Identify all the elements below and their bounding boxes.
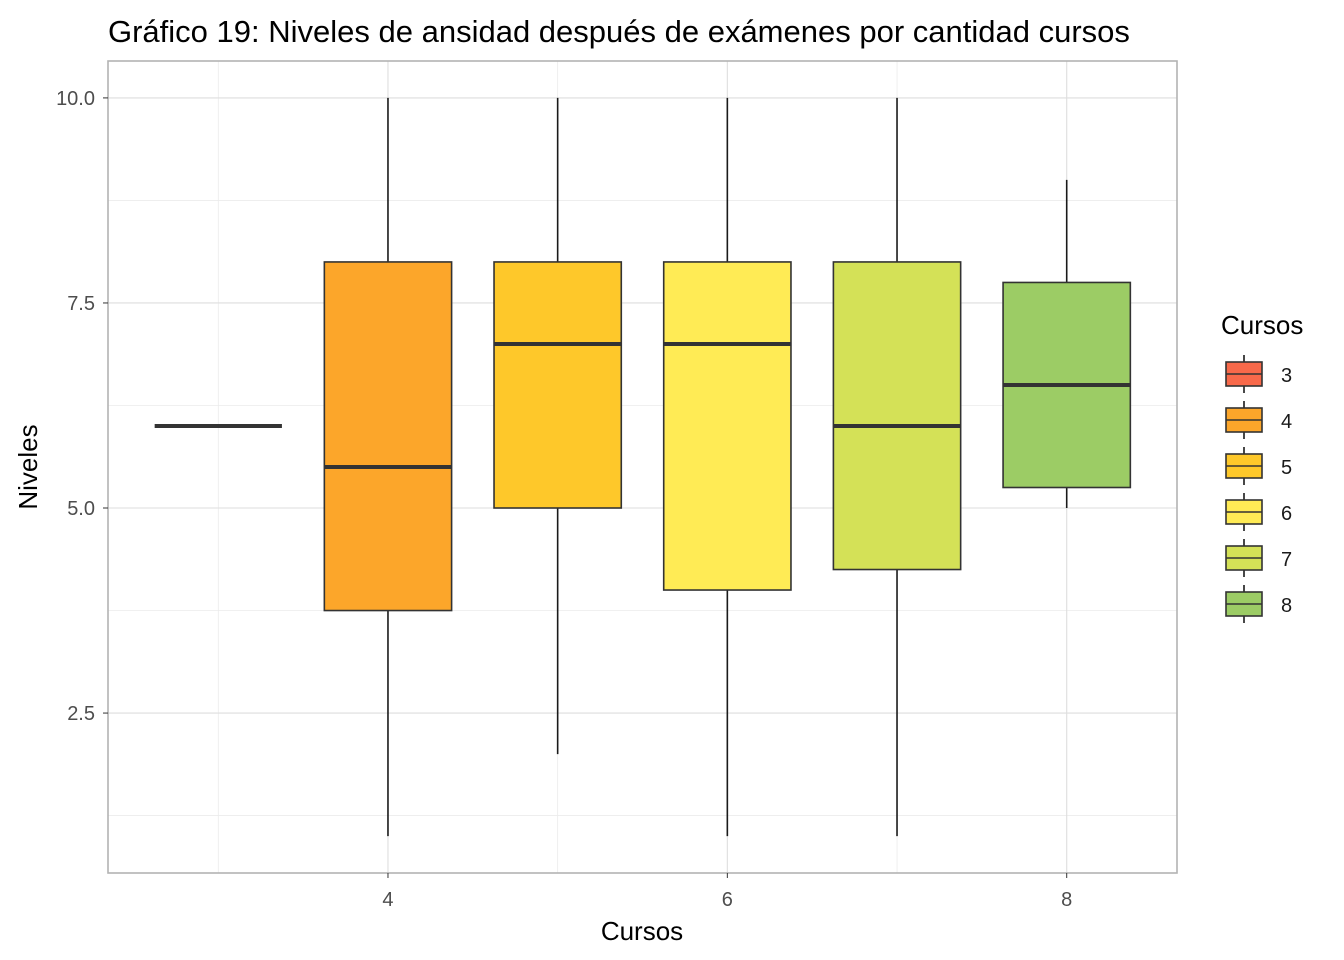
y-tick-label: 10.0 — [56, 88, 95, 110]
x-tick-label: 4 — [382, 889, 393, 911]
legend-label: 6 — [1281, 503, 1292, 525]
legend-item-7: 7 — [1225, 539, 1292, 577]
legend-label: 5 — [1281, 457, 1292, 479]
y-tick-label: 7.5 — [67, 293, 95, 315]
legend-item-6: 6 — [1225, 493, 1292, 531]
box-6 — [662, 97, 792, 837]
legend-label: 8 — [1281, 595, 1292, 617]
box-iqr — [323, 261, 453, 612]
x-tick-label: 8 — [1061, 889, 1072, 911]
legend-label: 3 — [1281, 365, 1292, 387]
legend-title: Cursos — [1221, 310, 1303, 340]
x-axis-title: Cursos — [601, 916, 683, 946]
chart-title: Gráfico 19: Niveles de ansidad después d… — [108, 14, 1130, 49]
y-tick-label: 2.5 — [67, 703, 95, 725]
y-axis-ticks: 2.5 5.0 7.5 10.0 — [56, 88, 108, 725]
box-8 — [1002, 179, 1132, 509]
boxes-layer — [154, 97, 1132, 837]
box-iqr — [662, 261, 792, 591]
box-iqr — [493, 261, 623, 509]
legend: Cursos 3 4 5 6 7 8 — [1221, 310, 1303, 623]
y-tick-label: 5.0 — [67, 498, 95, 520]
y-axis-title: Niveles — [13, 424, 43, 509]
legend-item-4: 4 — [1225, 401, 1292, 439]
box-7 — [832, 97, 962, 837]
box-5 — [493, 97, 623, 755]
legend-item-5: 5 — [1225, 447, 1292, 485]
box-iqr — [832, 261, 962, 571]
x-tick-label: 6 — [722, 889, 733, 911]
legend-item-3: 3 — [1225, 355, 1292, 393]
box-4 — [323, 97, 453, 837]
legend-item-8: 8 — [1225, 585, 1292, 623]
x-axis-ticks: 4 6 8 — [382, 873, 1072, 911]
legend-label: 4 — [1281, 411, 1292, 433]
panel-border — [107, 60, 1178, 874]
legend-label: 7 — [1281, 549, 1292, 571]
